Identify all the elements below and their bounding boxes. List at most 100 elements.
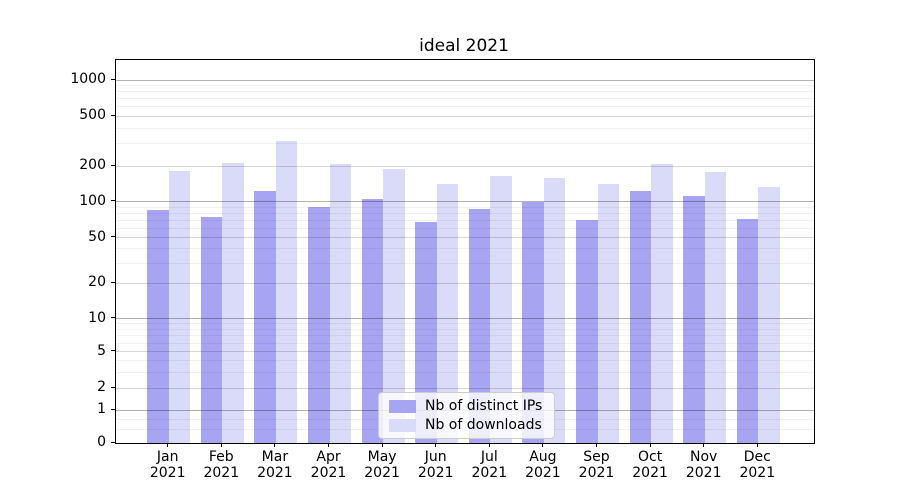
y-tick-label: 5 (97, 342, 106, 359)
y-tick-mark (111, 78, 115, 80)
bar-distinct-ips-dec (736, 219, 759, 443)
x-tick-mark (488, 443, 490, 447)
y-tick-label: 500 (79, 107, 106, 123)
legend-swatch-distinct-ips (389, 399, 416, 413)
minor-gridline (116, 143, 814, 145)
major-gridline (116, 351, 814, 353)
minor-gridline (116, 262, 814, 264)
x-tick-mark (381, 443, 383, 447)
x-tick-label: Jan 2021 (149, 449, 186, 481)
chart-title: ideal 2021 (419, 36, 509, 56)
minor-gridline (116, 342, 814, 344)
minor-gridline (116, 127, 814, 129)
x-tick-label: Oct 2021 (632, 449, 668, 481)
bar-distinct-ips-jun (415, 221, 437, 443)
minor-gridline (116, 84, 814, 86)
y-tick-mark (111, 408, 115, 410)
bar-distinct-ips-jul (468, 208, 491, 443)
x-tick-mark (274, 443, 276, 447)
y-tick-label: 20 (88, 274, 106, 291)
major-gridline (116, 318, 814, 320)
y-tick-mark (111, 164, 115, 166)
bar-downloads-sep (597, 184, 619, 443)
minor-gridline (116, 248, 814, 250)
x-tick-label: May 2021 (364, 449, 400, 481)
x-tick-mark (435, 443, 437, 447)
minor-gridline (116, 98, 814, 100)
y-tick-mark (111, 200, 115, 201)
bar-downloads-aug (543, 178, 566, 443)
bar-distinct-ips-feb (200, 216, 223, 443)
y-tick-label: 200 (79, 157, 106, 173)
x-tick-label: Feb 2021 (203, 449, 240, 481)
x-tick-label: Dec 2021 (739, 449, 776, 481)
minor-gridline (116, 328, 814, 330)
x-tick-mark (756, 443, 758, 447)
y-tick-label: 0 (97, 434, 106, 450)
y-tick-label: 100 (79, 192, 106, 209)
bar-downloads-jul (490, 175, 512, 443)
y-tick-label: 10 (88, 309, 106, 326)
bar-downloads-jan (168, 171, 191, 443)
x-tick-mark (542, 443, 544, 447)
bar-distinct-ips-oct (629, 190, 652, 443)
x-tick-label: Mar 2021 (257, 449, 293, 481)
legend: Nb of distinct IPs Nb of downloads (378, 392, 556, 439)
bar-distinct-ips-nov (683, 196, 705, 443)
major-gridline (116, 201, 814, 202)
y-tick-mark (111, 281, 115, 283)
y-tick-label: 1 (97, 401, 106, 417)
minor-gridline (116, 227, 814, 229)
y-tick-mark (111, 317, 115, 319)
x-tick-label: Nov 2021 (685, 449, 722, 481)
major-gridline (116, 237, 814, 239)
x-tick-mark (167, 443, 169, 447)
bar-distinct-ips-aug (522, 201, 544, 443)
major-gridline (116, 165, 814, 167)
bar-distinct-ips-apr (308, 207, 330, 443)
x-tick-mark (703, 443, 705, 447)
y-tick-label: 50 (88, 228, 106, 245)
legend-label-downloads: Nb of downloads (425, 417, 542, 433)
y-tick-mark (111, 386, 115, 388)
minor-gridline (116, 212, 814, 214)
bar-downloads-feb (222, 163, 244, 443)
minor-gridline (116, 323, 814, 325)
y-tick-mark (111, 114, 115, 116)
y-tick-label: 1000 (70, 71, 106, 87)
bar-downloads-nov (704, 171, 727, 443)
y-tick-label: 2 (97, 379, 106, 396)
bar-downloads-may (383, 168, 405, 443)
x-tick-mark (328, 443, 329, 447)
legend-item-downloads: Nb of downloads (389, 417, 542, 433)
legend-label-distinct-ips: Nb of distinct IPs (425, 398, 543, 414)
y-tick-mark (111, 350, 115, 352)
bar-downloads-oct (651, 163, 673, 443)
minor-gridline (116, 219, 814, 221)
x-tick-mark (596, 443, 597, 447)
minor-gridline (116, 106, 814, 108)
x-tick-mark (649, 443, 651, 447)
bar-downloads-dec (758, 187, 780, 443)
legend-swatch-downloads (389, 418, 416, 432)
x-tick-mark (220, 443, 222, 447)
bar-downloads-jun (436, 183, 459, 443)
minor-gridline (116, 335, 814, 337)
minor-gridline (116, 371, 814, 373)
bar-downloads-mar (275, 141, 298, 443)
y-tick-mark (111, 236, 115, 238)
major-gridline (116, 79, 814, 81)
x-tick-label: Sep 2021 (578, 449, 615, 481)
bar-distinct-ips-jan (147, 210, 169, 443)
major-gridline (116, 282, 814, 284)
x-tick-label: Jun 2021 (417, 449, 454, 481)
y-tick-mark (111, 441, 115, 443)
bar-downloads-apr (329, 163, 351, 443)
minor-gridline (116, 360, 814, 362)
bar-distinct-ips-sep (576, 220, 598, 443)
major-gridline (116, 387, 814, 389)
x-tick-label: Aug 2021 (525, 449, 561, 481)
major-gridline (116, 115, 814, 117)
plot-area (115, 59, 815, 444)
